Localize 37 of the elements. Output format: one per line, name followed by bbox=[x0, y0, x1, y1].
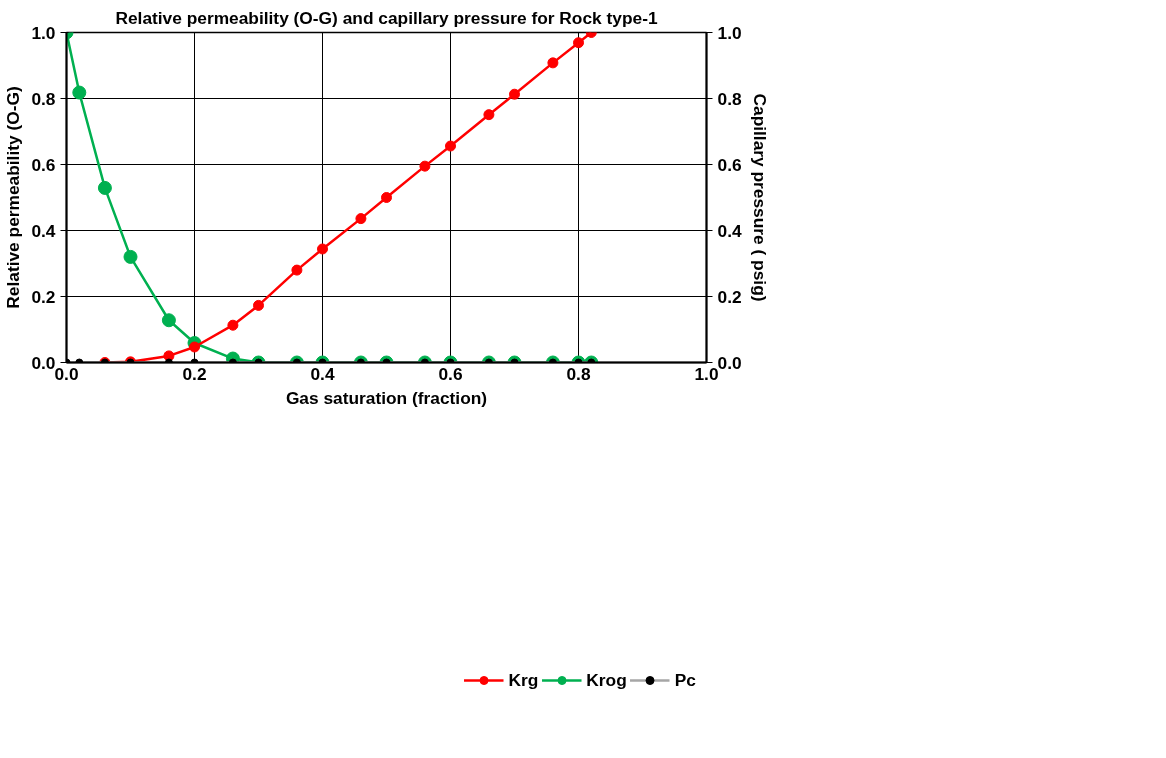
point bbox=[253, 299, 264, 311]
y2-axis-title: Capillary pressure ( psig) bbox=[749, 93, 770, 302]
x-tick-label: 0.8 bbox=[566, 363, 591, 384]
point bbox=[317, 243, 328, 255]
y2-tick-label: 1.0 bbox=[717, 22, 742, 43]
y-tick-label: 1.0 bbox=[31, 22, 56, 43]
y-axis-title: Relative permeability (O-G) bbox=[3, 86, 24, 309]
y-tick-label: 0.4 bbox=[31, 220, 56, 241]
point bbox=[445, 140, 456, 152]
x-tick-label: 0.6 bbox=[438, 363, 463, 384]
point bbox=[291, 264, 303, 276]
x-axis-title: Gas saturation (fraction) bbox=[285, 387, 488, 408]
x-tick-label: 0.2 bbox=[182, 363, 207, 384]
x-tick-label: 0.4 bbox=[310, 363, 335, 384]
x-tick-label: 0.0 bbox=[54, 363, 79, 384]
point bbox=[573, 37, 584, 49]
legend-label: Pc bbox=[674, 669, 696, 691]
chart-title: Relative permeability (O-G) and capillary pressure for Rock type-1 bbox=[115, 7, 658, 28]
point bbox=[123, 249, 138, 264]
y2-tick-label: 0.2 bbox=[717, 286, 742, 307]
x-tick-label: 1.0 bbox=[694, 363, 719, 384]
point bbox=[97, 180, 112, 195]
point bbox=[419, 160, 431, 172]
y-tick-label: 0.8 bbox=[31, 88, 56, 109]
legend-label: Krg bbox=[508, 669, 539, 691]
point bbox=[547, 57, 559, 69]
y-tick-label: 0.6 bbox=[31, 154, 56, 175]
legend-label: Krog bbox=[586, 669, 627, 691]
y2-tick-label: 0.8 bbox=[717, 88, 742, 109]
y2-tick-label: 0.6 bbox=[717, 154, 742, 175]
y2-tick-label: 0.4 bbox=[717, 220, 742, 241]
point bbox=[355, 213, 367, 225]
point bbox=[483, 109, 495, 121]
point bbox=[72, 85, 87, 100]
point bbox=[509, 88, 520, 100]
y-tick-label: 0.2 bbox=[31, 286, 56, 307]
point bbox=[381, 192, 392, 203]
